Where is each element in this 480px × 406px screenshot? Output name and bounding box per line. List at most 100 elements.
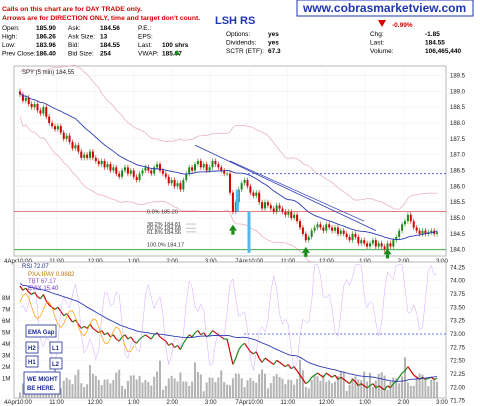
quote-label-mid2-0: P.E.: bbox=[138, 25, 151, 32]
rsi-ytick-5: 73.00 bbox=[450, 332, 466, 338]
rsi-ytick-3: 73.50 bbox=[450, 305, 466, 311]
volume-bar bbox=[89, 365, 91, 398]
candle-body bbox=[299, 221, 301, 228]
rsi-price-segment bbox=[142, 334, 146, 338]
candle-body bbox=[121, 170, 124, 177]
rsi-price-segment bbox=[112, 334, 117, 340]
volume-bar bbox=[354, 376, 357, 398]
volume-bar bbox=[406, 382, 409, 398]
rsi-ma-line bbox=[19, 282, 438, 382]
rsi-price-segment bbox=[378, 385, 383, 389]
volume-bar bbox=[118, 369, 121, 398]
rsi-ytick-1: 74.00 bbox=[450, 279, 466, 285]
volume-bar bbox=[97, 379, 100, 398]
price-ytick-0: 189.5 bbox=[450, 74, 466, 80]
rsi-price-segment bbox=[285, 364, 289, 368]
banner-url[interactable]: www.cobrasmarketview.com bbox=[302, 1, 466, 15]
volume-bar bbox=[80, 383, 83, 398]
pxa-line bbox=[19, 292, 135, 353]
volume-bar bbox=[360, 380, 363, 398]
rsi-price-segment bbox=[31, 291, 35, 295]
price-ytick-4: 187.5 bbox=[450, 137, 466, 143]
rsi-price-segment bbox=[72, 319, 76, 323]
rsi-price-segment bbox=[194, 330, 199, 334]
quote-value-mid-1: 13 bbox=[100, 34, 108, 41]
quote-right: Options: yes Dividends: yes SCTR (ETF): 67.3 bbox=[226, 31, 281, 55]
volume-bar bbox=[272, 376, 275, 398]
candle-body bbox=[301, 227, 304, 234]
rsi-price-segment bbox=[395, 376, 400, 382]
rsi-price-segment bbox=[384, 385, 388, 391]
candle-body bbox=[255, 192, 258, 196]
volume-bar bbox=[121, 385, 124, 398]
rsi-ytick-0: 74.25 bbox=[450, 265, 466, 271]
rsi-price-segment bbox=[247, 347, 251, 353]
candle-body bbox=[348, 237, 351, 241]
candle-body bbox=[74, 145, 77, 149]
up-arrow-stem bbox=[304, 252, 308, 257]
quote-label-right-2: SCTR (ETF): bbox=[226, 48, 264, 55]
volume-bar bbox=[182, 381, 185, 398]
candle-body bbox=[269, 205, 272, 209]
candle-body bbox=[231, 192, 234, 212]
price-ytick-3: 188.0 bbox=[450, 121, 466, 127]
gap-bar-1 bbox=[235, 189, 239, 212]
candle-body bbox=[91, 151, 94, 158]
banner-box[interactable] bbox=[296, 0, 474, 17]
candle-body bbox=[112, 167, 115, 171]
volume-bar bbox=[217, 377, 220, 398]
quote-label-mid-2: Bid: bbox=[68, 42, 79, 49]
quote-value-far-2: 106,465,440 bbox=[425, 48, 462, 55]
h1-label: H1 bbox=[28, 360, 36, 366]
quote-label-mid2-1: EPS: bbox=[138, 34, 153, 41]
candle-body bbox=[27, 97, 30, 104]
candle-body bbox=[258, 192, 261, 203]
candle-body bbox=[164, 173, 167, 177]
note-line-1: WE MIGHT bbox=[27, 377, 58, 383]
rsi-price-segment bbox=[60, 311, 65, 317]
rsi-price-segment bbox=[360, 383, 365, 387]
rsi-price-segment bbox=[305, 381, 310, 385]
quote-value-left-3: 186.40 bbox=[36, 51, 56, 58]
rsi-price-segment bbox=[334, 374, 339, 380]
candle-body bbox=[325, 224, 328, 231]
rsi-price-segment bbox=[296, 370, 301, 376]
candle-body bbox=[436, 232, 439, 234]
candle-body bbox=[132, 170, 135, 177]
volume-bar bbox=[348, 384, 351, 398]
rsi-price-segment bbox=[229, 351, 234, 365]
volume-bar bbox=[226, 384, 229, 398]
rsi-ytick-6: 72.75 bbox=[450, 345, 466, 351]
rsi-price-segment bbox=[287, 364, 292, 370]
rsi-price-segment bbox=[69, 317, 73, 323]
volume-bar bbox=[404, 357, 406, 398]
volume-bar bbox=[415, 377, 418, 398]
up-arrow-icon bbox=[228, 224, 237, 231]
candle-body bbox=[223, 170, 226, 174]
candle-body bbox=[430, 230, 433, 233]
candle-body bbox=[322, 227, 325, 231]
volume-bar bbox=[412, 385, 415, 398]
candle-body bbox=[45, 107, 48, 117]
rsi-price-segment bbox=[104, 332, 108, 336]
volume-bar bbox=[103, 379, 106, 398]
quote-label-left-0: Open: bbox=[2, 25, 20, 32]
candle-body bbox=[24, 97, 27, 101]
candle-body bbox=[404, 221, 406, 225]
candle-body bbox=[354, 233, 357, 237]
candle-body bbox=[106, 164, 109, 168]
candle-body bbox=[135, 176, 138, 180]
candle-body bbox=[398, 230, 401, 237]
rsi-ytick-8: 72.25 bbox=[450, 372, 466, 378]
price-ytick-9: 185.0 bbox=[450, 216, 466, 222]
rsi-price-segment bbox=[261, 357, 266, 363]
candle-body bbox=[59, 126, 62, 133]
rsi-price-segment bbox=[22, 287, 27, 291]
candle-body bbox=[161, 170, 164, 174]
volume-bar bbox=[374, 380, 377, 398]
volume-bar bbox=[144, 379, 147, 398]
price-ytick-8: 185.5 bbox=[450, 200, 466, 206]
rsi-price-segment bbox=[401, 370, 406, 374]
price-ytick-1: 189.0 bbox=[450, 89, 466, 95]
rsi-price-segment bbox=[147, 336, 152, 340]
